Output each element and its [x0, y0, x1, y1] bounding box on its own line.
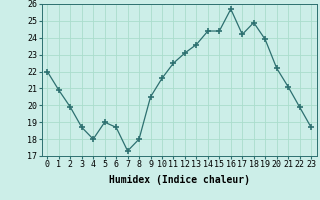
X-axis label: Humidex (Indice chaleur): Humidex (Indice chaleur)	[109, 175, 250, 185]
